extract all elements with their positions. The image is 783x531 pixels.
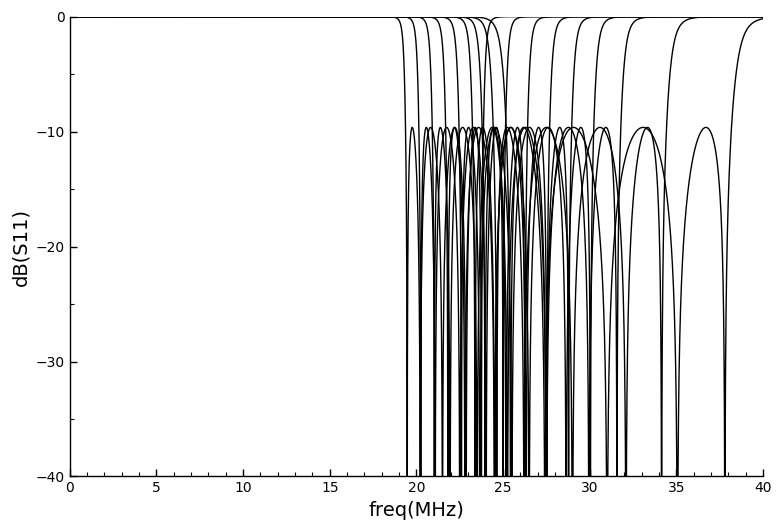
X-axis label: freq(MHz): freq(MHz)	[369, 501, 464, 520]
Y-axis label: dB(S11): dB(S11)	[11, 208, 30, 286]
